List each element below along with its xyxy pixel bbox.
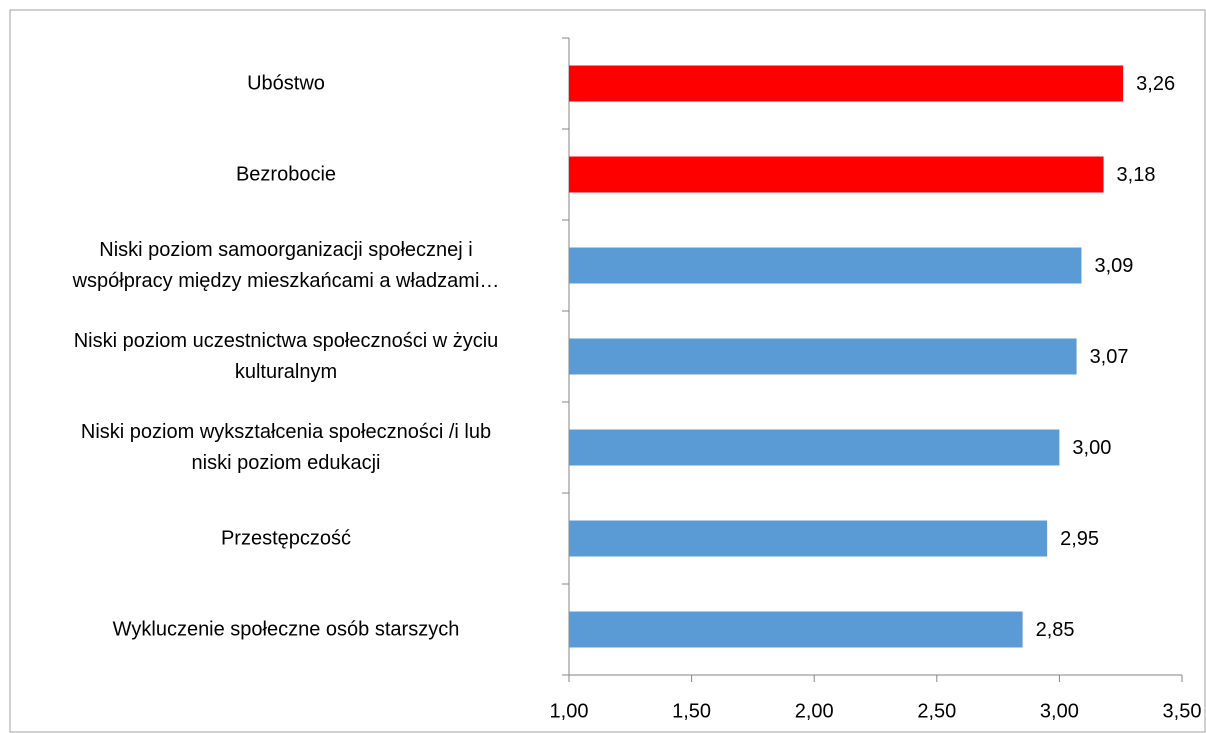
x-tick-label: 1,50 [672, 700, 711, 722]
value-label: 3,26 [1136, 73, 1175, 95]
value-label: 3,18 [1117, 164, 1156, 186]
x-tick-label: 2,50 [917, 700, 956, 722]
y-tick-label: Niski poziom samoorganizacji społecznej … [72, 238, 500, 292]
bar [569, 429, 1060, 466]
y-tick-label: Wykluczenie społeczne osób starszych [112, 618, 460, 640]
y-tick-label: Niski poziom uczestnictwa społeczności w… [73, 329, 499, 383]
x-tick-label: 2,00 [795, 700, 834, 722]
value-label: 3,07 [1090, 346, 1129, 368]
chart-frame [9, 9, 1206, 733]
value-label: 2,95 [1060, 528, 1099, 550]
x-tick-label: 1,00 [550, 700, 589, 722]
x-tick-label: 3,50 [1163, 700, 1202, 722]
y-tick-label: Ubóstwo [247, 72, 325, 94]
bar [569, 156, 1104, 193]
bar [569, 520, 1048, 557]
value-label: 3,09 [1094, 255, 1133, 277]
x-tick-label: 3,00 [1040, 700, 1079, 722]
bar [569, 611, 1023, 648]
y-tick-label: Przestępczość [220, 527, 352, 549]
bar [569, 338, 1077, 375]
value-label: 3,00 [1072, 437, 1111, 459]
bar [569, 247, 1082, 284]
bar [569, 65, 1124, 102]
value-label: 2,85 [1036, 619, 1075, 641]
y-tick-label: Bezrobocie [235, 163, 337, 185]
y-tick-label: Niski poziom wykształcenia społeczności … [80, 420, 492, 474]
